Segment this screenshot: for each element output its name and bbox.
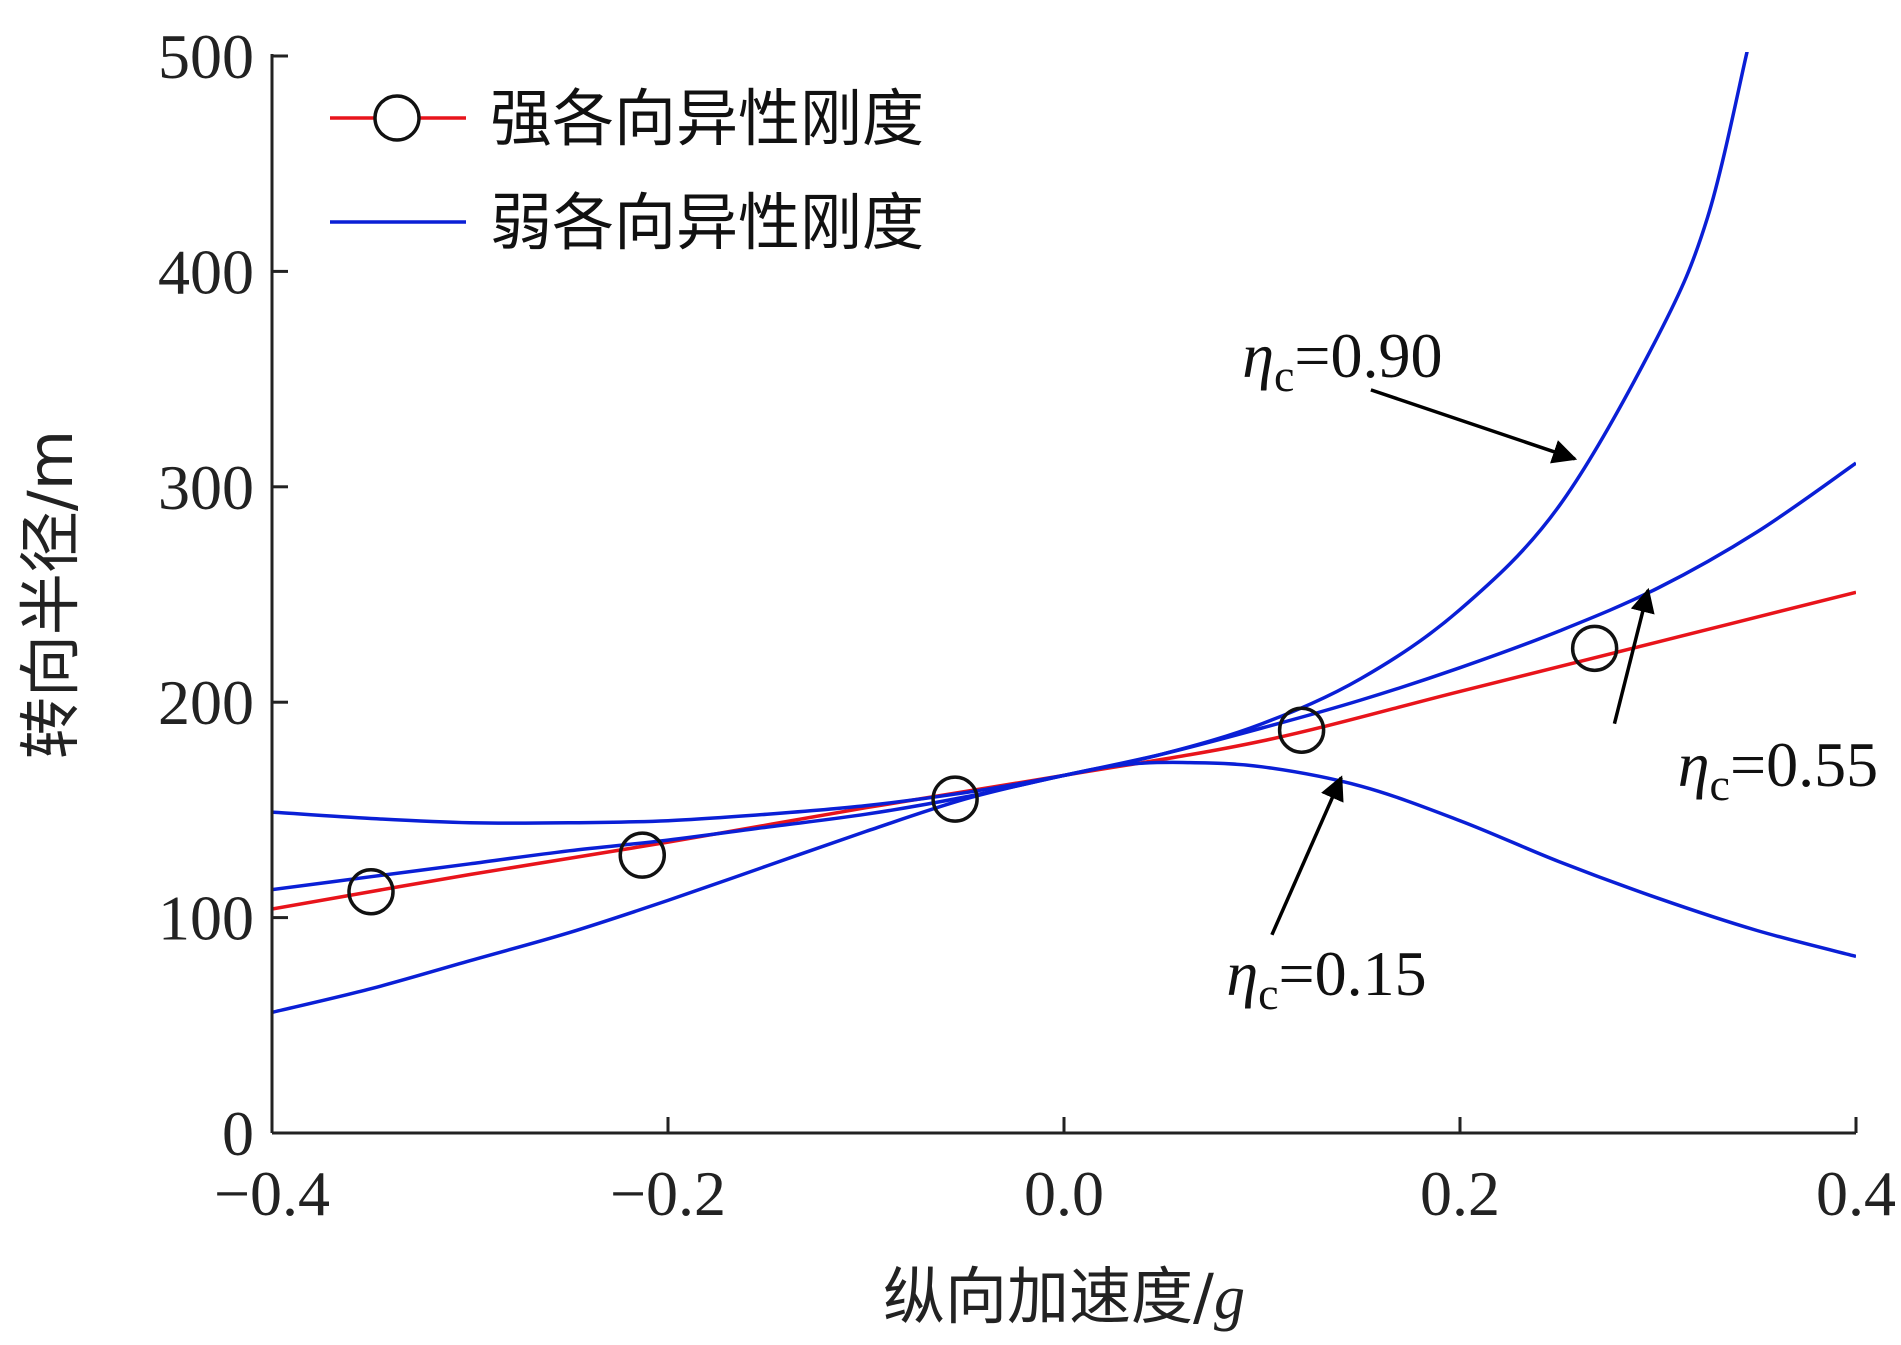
series-layer bbox=[272, 52, 1856, 1015]
legend-label: 强各向异性刚度 bbox=[490, 82, 924, 155]
legend-marker bbox=[373, 94, 421, 142]
annotation-label: ηc=0.55 bbox=[1678, 729, 1878, 810]
y-tick-label: 100 bbox=[158, 883, 254, 954]
x-tick-label: −0.2 bbox=[610, 1158, 726, 1229]
series-line-weak bbox=[272, 760, 1856, 1015]
axes-layer: −0.4 −0.2 0.0 0.2 0.4 0 100 200 300 400 500 bbox=[158, 21, 1896, 1229]
y-tick-label: 500 bbox=[158, 21, 254, 92]
series-line-weak bbox=[272, 461, 1856, 892]
y-axis-title: 转向半径/m bbox=[14, 430, 87, 759]
data-point-marker bbox=[347, 868, 395, 916]
annotation-arrow bbox=[1270, 775, 1344, 936]
annotation-arrow bbox=[1612, 587, 1655, 725]
y-tick-label: 0 bbox=[222, 1098, 254, 1169]
data-point-marker bbox=[1570, 624, 1619, 673]
legend-label: 弱各向异性刚度 bbox=[490, 186, 924, 259]
y-tick-label: 400 bbox=[158, 236, 254, 307]
annotation-label: ηc=0.90 bbox=[1242, 320, 1442, 401]
annotation-arrow bbox=[1370, 388, 1578, 464]
y-tick-label: 300 bbox=[158, 452, 254, 523]
x-tick-label: 0.2 bbox=[1420, 1158, 1500, 1229]
x-tick-label: 0.4 bbox=[1816, 1158, 1896, 1229]
series-line-weak bbox=[272, 52, 1749, 825]
annotation-layer: ηc=0.90 ηc=0.55 ηc=0.15 bbox=[1226, 320, 1878, 1019]
data-point-marker bbox=[931, 775, 979, 823]
x-tick-label: −0.4 bbox=[214, 1158, 330, 1229]
annotation-label: ηc=0.15 bbox=[1226, 938, 1426, 1019]
series-line-strong bbox=[272, 590, 1856, 911]
x-tick-label: 0.0 bbox=[1024, 1158, 1104, 1229]
x-axis-title: 纵向加速度/g bbox=[883, 1260, 1245, 1333]
data-point-marker bbox=[618, 831, 667, 879]
marker-layer bbox=[347, 624, 1619, 916]
y-tick-label: 200 bbox=[158, 667, 254, 738]
data-point-marker bbox=[1277, 706, 1326, 754]
